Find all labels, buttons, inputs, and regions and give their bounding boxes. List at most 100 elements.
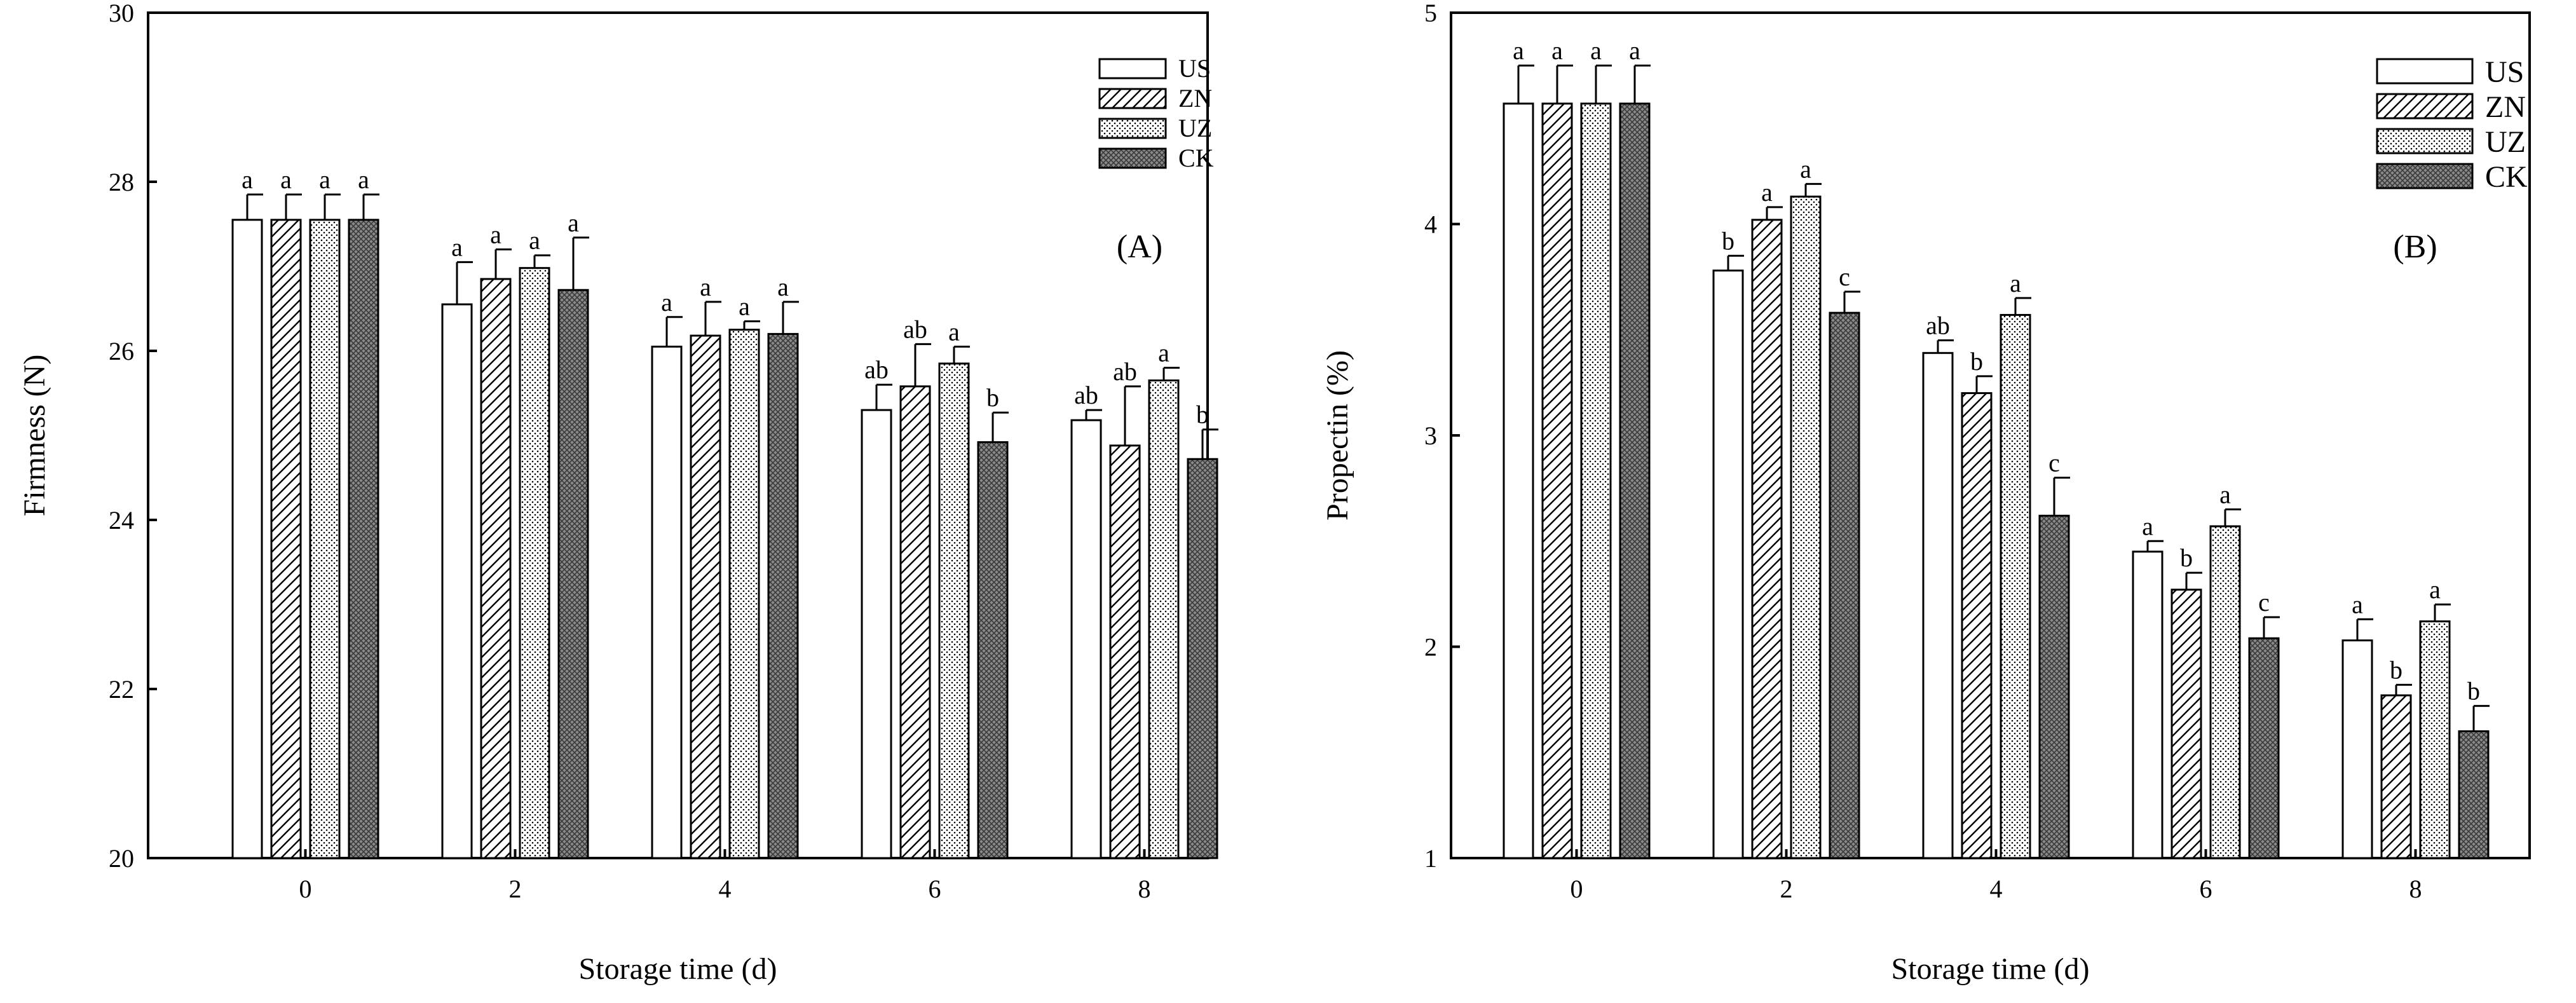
x-tick-label: 4 xyxy=(1990,875,2003,903)
y-axis-label: Propectin (%) xyxy=(1321,350,1354,521)
significance-letter: b xyxy=(2180,543,2193,572)
bar-uz-day-0 xyxy=(309,219,341,859)
x-tick-label: 0 xyxy=(1571,875,1583,903)
bar-us-day-8 xyxy=(2341,639,2373,859)
significance-letter: a xyxy=(700,273,711,301)
significance-letter: ab xyxy=(1074,381,1098,409)
legend-label-zn: ZN xyxy=(2485,90,2526,124)
bar-uz-day-2 xyxy=(1790,195,1822,859)
bar-us-day-2 xyxy=(441,303,473,859)
significance-letter: a xyxy=(777,273,789,301)
significance-letter: b xyxy=(986,383,999,412)
significance-letter: a xyxy=(529,226,540,255)
legend-label-us: US xyxy=(2485,55,2524,89)
significance-letter: a xyxy=(1158,339,1169,367)
significance-letter: c xyxy=(2048,449,2060,477)
significance-letter: a xyxy=(319,165,331,194)
bar-uz-day-6 xyxy=(2209,525,2241,859)
bar-zn-day-6 xyxy=(899,385,931,859)
bar-us-day-6 xyxy=(861,409,892,859)
x-tick-label: 4 xyxy=(719,875,732,903)
legend-swatch-zn xyxy=(1098,88,1167,109)
x-tick-label: 6 xyxy=(929,875,941,903)
x-tick-label: 6 xyxy=(2200,875,2212,903)
significance-letter: a xyxy=(280,165,292,194)
significance-letter: a xyxy=(1629,36,1640,65)
y-tick-label: 22 xyxy=(109,675,134,704)
significance-letter: a xyxy=(358,165,369,194)
bar-us-day-0 xyxy=(1503,102,1534,859)
legend-swatch-us xyxy=(2376,58,2474,85)
y-tick-label: 2 xyxy=(1424,633,1437,662)
y-tick-label: 1 xyxy=(1424,844,1437,873)
significance-letter: b xyxy=(1196,400,1209,429)
significance-letter: b xyxy=(2390,655,2402,684)
significance-letter: a xyxy=(661,288,672,317)
legend-swatch-ck xyxy=(2376,163,2474,189)
legend-swatch-uz xyxy=(1098,118,1167,139)
bar-ck-day-8 xyxy=(2458,730,2490,859)
bar-ck-day-4 xyxy=(2038,514,2070,859)
bar-zn-day-4 xyxy=(690,334,721,859)
significance-letter: ab xyxy=(864,355,889,384)
significance-letter: a xyxy=(1590,36,1602,65)
x-tick-label: 0 xyxy=(299,875,312,903)
bar-ck-day-0 xyxy=(348,219,379,859)
legend-label-zn: ZN xyxy=(1178,84,1212,113)
y-tick-label: 30 xyxy=(109,0,134,27)
bar-zn-day-0 xyxy=(270,219,302,859)
bar-uz-day-8 xyxy=(2419,620,2451,859)
significance-letter: a xyxy=(1761,178,1773,207)
bar-zn-day-6 xyxy=(2171,589,2202,859)
bar-zn-day-2 xyxy=(480,278,512,859)
panel-label: (B) xyxy=(2393,229,2437,265)
y-tick-label: 28 xyxy=(109,168,134,196)
legend-swatch-ck xyxy=(1098,147,1167,169)
bar-ck-day-6 xyxy=(2248,637,2280,859)
bar-zn-day-4 xyxy=(1961,392,1993,859)
significance-letter: b xyxy=(2467,677,2480,706)
bar-zn-day-2 xyxy=(1751,219,1783,859)
significance-letter: a xyxy=(568,208,579,237)
bar-uz-day-4 xyxy=(2000,313,2031,859)
bar-us-day-0 xyxy=(231,219,263,859)
bar-ck-day-2 xyxy=(1829,311,1860,859)
bar-uz-day-0 xyxy=(1580,102,1612,859)
legend-swatch-uz xyxy=(2376,128,2474,154)
y-tick-label: 4 xyxy=(1424,210,1437,239)
significance-letter: a xyxy=(1551,36,1563,65)
y-tick-label: 3 xyxy=(1424,421,1437,450)
significance-letter: c xyxy=(1839,263,1850,291)
significance-letter: b xyxy=(1722,226,1734,255)
bar-us-day-4 xyxy=(651,345,683,859)
legend-swatch-zn xyxy=(2376,93,2474,119)
bar-us-day-4 xyxy=(1922,351,1954,859)
significance-letter: a xyxy=(1800,154,1811,183)
y-tick-label: 24 xyxy=(109,506,134,535)
y-tick-label: 20 xyxy=(109,844,134,873)
panel-label: (A) xyxy=(1117,229,1162,265)
bar-ck-day-4 xyxy=(767,332,799,859)
bar-uz-day-8 xyxy=(1148,379,1180,859)
bar-uz-day-4 xyxy=(728,329,760,859)
significance-letter: a xyxy=(2219,480,2231,508)
bar-zn-day-8 xyxy=(1109,444,1141,859)
x-tick-label: 2 xyxy=(1780,875,1793,903)
bar-ck-day-6 xyxy=(977,441,1009,859)
significance-letter: a xyxy=(2142,512,2153,540)
significance-letter: a xyxy=(2429,575,2441,604)
significance-letter: ab xyxy=(903,315,927,343)
bar-us-day-6 xyxy=(2132,550,2164,859)
significance-letter: a xyxy=(451,233,463,261)
legend-label-uz: UZ xyxy=(1178,114,1212,142)
significance-letter: a xyxy=(948,317,960,346)
bar-uz-day-6 xyxy=(938,362,970,859)
significance-letter: b xyxy=(1970,347,1983,376)
bar-us-day-8 xyxy=(1070,419,1102,859)
bar-uz-day-2 xyxy=(519,267,550,859)
significance-letter: ab xyxy=(1926,311,1950,339)
legend-label-us: US xyxy=(1178,54,1211,83)
